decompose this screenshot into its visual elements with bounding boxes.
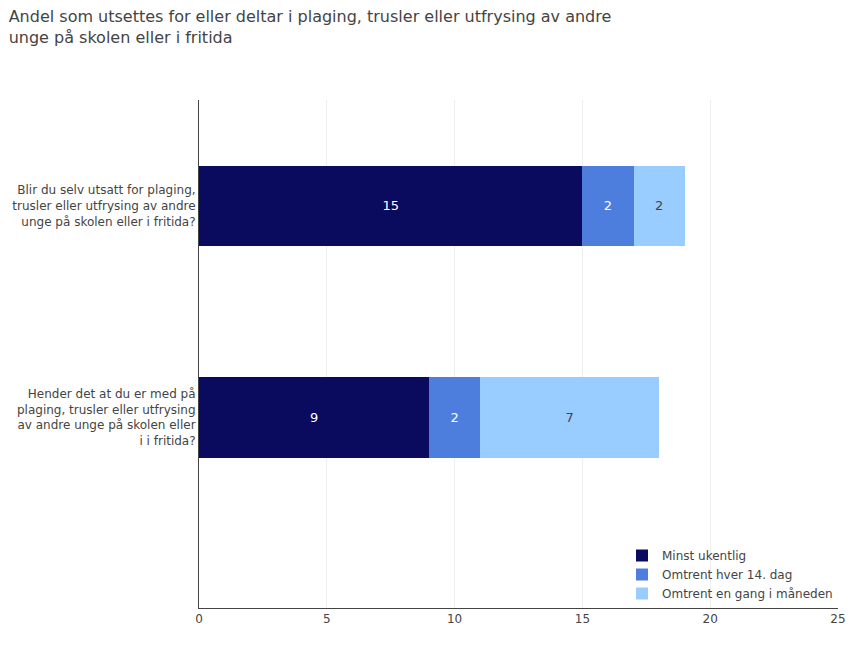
svg-text:2: 2 bbox=[604, 198, 612, 213]
svg-text:20: 20 bbox=[703, 612, 718, 626]
svg-text:5: 5 bbox=[323, 612, 331, 626]
svg-text:25: 25 bbox=[830, 612, 845, 626]
svg-text:10: 10 bbox=[447, 612, 462, 626]
svg-text:Omtrent hver 14. dag: Omtrent hver 14. dag bbox=[662, 568, 792, 582]
svg-text:Blir du selv utsatt for plagin: Blir du selv utsatt for plaging,trusler … bbox=[12, 183, 195, 228]
svg-text:15: 15 bbox=[575, 612, 590, 626]
svg-text:2: 2 bbox=[655, 198, 663, 213]
svg-text:9: 9 bbox=[310, 410, 318, 425]
svg-text:Minst ukentlig: Minst ukentlig bbox=[662, 549, 746, 563]
svg-text:Hender det at du er med påplag: Hender det at du er med påplaging, trusl… bbox=[17, 387, 196, 448]
svg-text:2: 2 bbox=[450, 410, 458, 425]
svg-text:Omtrent en gang i måneden: Omtrent en gang i måneden bbox=[662, 587, 833, 601]
svg-text:0: 0 bbox=[195, 612, 203, 626]
svg-text:7: 7 bbox=[565, 410, 573, 425]
svg-text:Andel som utsettes for eller d: Andel som utsettes for eller deltar i pl… bbox=[9, 7, 612, 47]
svg-text:15: 15 bbox=[382, 198, 399, 213]
